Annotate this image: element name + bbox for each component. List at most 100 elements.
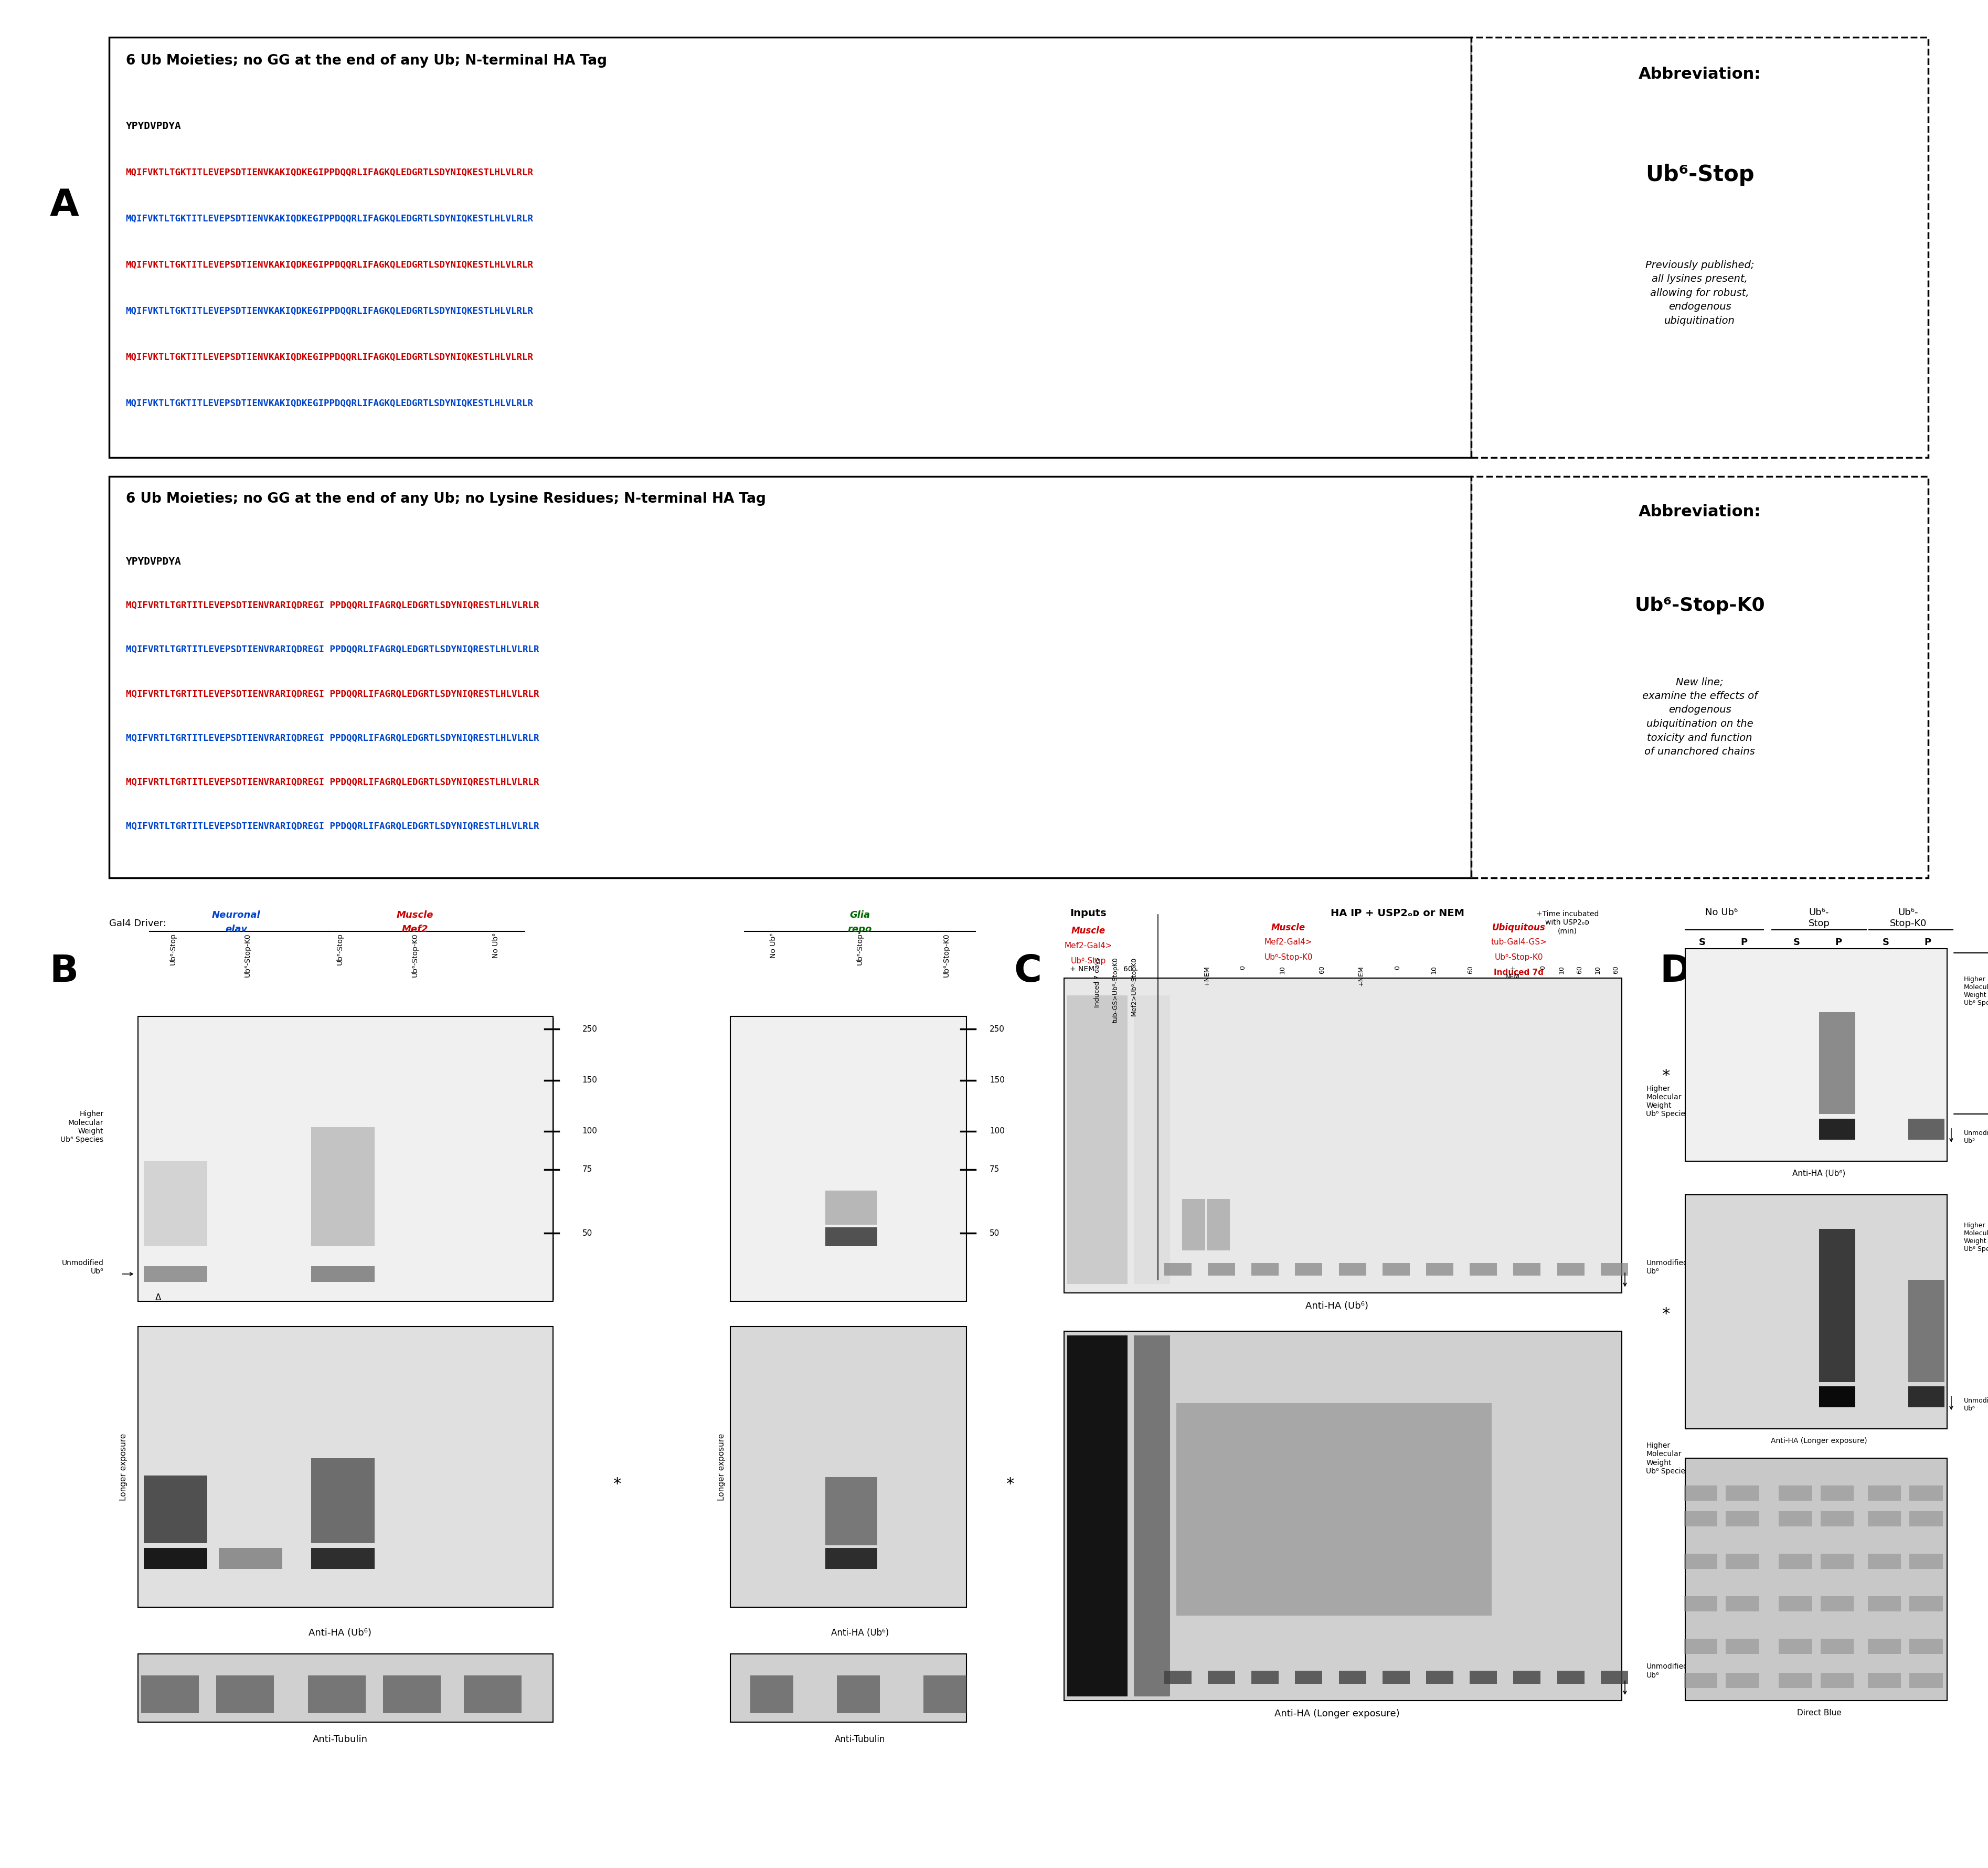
Bar [1684, 1638, 1718, 1653]
Text: 10: 10 [1431, 966, 1437, 973]
Text: B: B [50, 953, 80, 990]
Text: +
NEM: + NEM [1505, 966, 1521, 981]
Bar [1779, 1511, 1813, 1526]
Bar [730, 1016, 966, 1302]
Text: 60: 60 [1612, 966, 1620, 973]
Text: Anti-HA (Ub⁶): Anti-HA (Ub⁶) [308, 1629, 372, 1638]
Bar [463, 1676, 521, 1713]
Bar [1869, 1511, 1901, 1526]
Bar [1557, 1263, 1584, 1276]
Text: 50: 50 [582, 1229, 592, 1237]
Text: 0: 0 [1539, 966, 1547, 969]
Text: Higher
Molecular
Weight
Ub⁶ Species: Higher Molecular Weight Ub⁶ Species [1964, 1222, 1988, 1253]
Text: tub-GS>Ub⁶-StopK0: tub-GS>Ub⁶-StopK0 [1111, 956, 1119, 1022]
Bar [1068, 996, 1127, 1283]
Bar [1821, 1638, 1855, 1653]
Bar [1819, 1119, 1855, 1139]
Bar [1068, 1336, 1127, 1696]
Bar [1684, 1595, 1718, 1612]
Bar [1726, 1485, 1759, 1502]
Bar [1726, 1554, 1759, 1569]
Text: Muscle: Muscle [1272, 923, 1306, 932]
Bar [1908, 1672, 1942, 1689]
Bar [1908, 1386, 1944, 1407]
Bar [1819, 1229, 1855, 1382]
Bar [1869, 1485, 1901, 1502]
Text: A: A [50, 187, 80, 224]
Bar [1425, 1670, 1453, 1683]
Bar [1908, 1511, 1942, 1526]
Text: MQIFVRTLTGRTITLEVEPSDTIENVRARIQDREGI PPDQQRLIFAGRQLEDGRTLSDYNIQRESTLHLVLRLR: MQIFVRTLTGRTITLEVEPSDTIENVRARIQDREGI PPD… [125, 734, 539, 743]
Bar [1209, 1670, 1235, 1683]
Text: MQIFVRTLTGRTITLEVEPSDTIENVRARIQDREGI PPDQQRLIFAGRQLEDGRTLSDYNIQRESTLHLVLRLR: MQIFVRTLTGRTITLEVEPSDTIENVRARIQDREGI PPD… [125, 822, 539, 831]
Bar [1908, 1485, 1942, 1502]
Text: Mef2: Mef2 [402, 925, 427, 934]
Text: 10: 10 [1594, 966, 1600, 973]
Bar [1165, 1670, 1191, 1683]
Bar [1684, 1672, 1718, 1689]
Text: Ub⁶-Stop: Ub⁶-Stop [169, 934, 177, 966]
Text: 60: 60 [1467, 966, 1473, 973]
Text: 250: 250 [990, 1026, 1004, 1033]
Bar [1819, 1012, 1855, 1113]
Bar [143, 1476, 207, 1543]
Bar [143, 1267, 207, 1281]
Bar [1513, 1670, 1541, 1683]
Text: Glia: Glia [849, 910, 871, 919]
Bar [384, 1676, 441, 1713]
Text: Mef2>Ub⁶-StopK0: Mef2>Ub⁶-StopK0 [1131, 956, 1137, 1016]
Bar [1177, 1403, 1491, 1616]
Bar [1469, 1670, 1497, 1683]
Text: No Ub⁶: No Ub⁶ [1706, 908, 1738, 917]
Text: MQIFVKTLTGKTITLEVEPSDTIENVKAKIQDKEGIPPDQQRLIFAGKQLEDGRTLSDYNIQKESTLHLVLRLR: MQIFVKTLTGKTITLEVEPSDTIENVKAKIQDKEGIPPDQ… [125, 353, 533, 362]
Bar [1382, 1670, 1409, 1683]
Bar [825, 1478, 877, 1545]
Text: No Ub⁶: No Ub⁶ [769, 934, 777, 958]
Bar [1684, 1485, 1718, 1502]
Text: 100: 100 [582, 1126, 596, 1136]
Bar [1513, 1263, 1541, 1276]
Bar [1779, 1554, 1813, 1569]
Text: Ubiquitous: Ubiquitous [1493, 923, 1545, 932]
Bar [143, 1549, 207, 1569]
Bar [139, 1326, 553, 1606]
Bar [308, 1676, 366, 1713]
Text: New line;
examine the effects of
endogenous
ubiquitination on the
toxicity and f: New line; examine the effects of endogen… [1642, 676, 1757, 757]
Bar [1183, 1199, 1205, 1250]
Bar [1779, 1595, 1813, 1612]
Bar [1133, 1336, 1171, 1696]
Text: MQIFVKTLTGKTITLEVEPSDTIENVKAKIQDKEGIPPDQQRLIFAGKQLEDGRTLSDYNIQKESTLHLVLRLR: MQIFVKTLTGKTITLEVEPSDTIENVKAKIQDKEGIPPDQ… [125, 398, 533, 409]
Text: 0: 0 [1241, 966, 1246, 969]
Bar [1250, 1670, 1278, 1683]
Text: Mef2-Gal4>: Mef2-Gal4> [1064, 941, 1113, 949]
Text: Ub⁶-Stop: Ub⁶-Stop [857, 934, 863, 966]
Bar [730, 1653, 966, 1722]
Bar [1684, 1554, 1718, 1569]
Bar [143, 1160, 207, 1246]
Bar [1821, 1485, 1855, 1502]
Bar [1779, 1672, 1813, 1689]
Bar [1779, 1638, 1813, 1653]
Bar [1908, 1595, 1942, 1612]
Text: Ub⁶-
Stop: Ub⁶- Stop [1809, 908, 1829, 928]
Text: Anti-HA (Longer exposure): Anti-HA (Longer exposure) [1274, 1709, 1400, 1719]
Text: Higher
Molecular
Weight
Ub⁶ Species: Higher Molecular Weight Ub⁶ Species [1646, 1085, 1690, 1117]
Text: 100: 100 [990, 1126, 1004, 1136]
Text: S: S [1793, 938, 1801, 947]
Text: Unmodified
Ub⁶: Unmodified Ub⁶ [62, 1259, 103, 1276]
Text: S: S [1883, 938, 1889, 947]
Text: 0: 0 [1394, 966, 1402, 969]
Text: Anti-HA (Ub⁶): Anti-HA (Ub⁶) [1793, 1169, 1845, 1177]
Text: tub-Gal4-GS>: tub-Gal4-GS> [1491, 938, 1547, 947]
Bar [922, 1676, 966, 1713]
Bar [1250, 1263, 1278, 1276]
Bar [1908, 1638, 1942, 1653]
Text: Abbreviation:: Abbreviation: [1638, 504, 1761, 519]
Text: Muscle: Muscle [396, 910, 433, 919]
Bar [1600, 1670, 1628, 1683]
Bar [217, 1676, 274, 1713]
Text: Unmodified
Ub⁶: Unmodified Ub⁶ [1646, 1663, 1688, 1679]
Text: 10: 10 [1278, 966, 1286, 973]
Bar [1684, 1511, 1718, 1526]
Bar [1382, 1263, 1409, 1276]
